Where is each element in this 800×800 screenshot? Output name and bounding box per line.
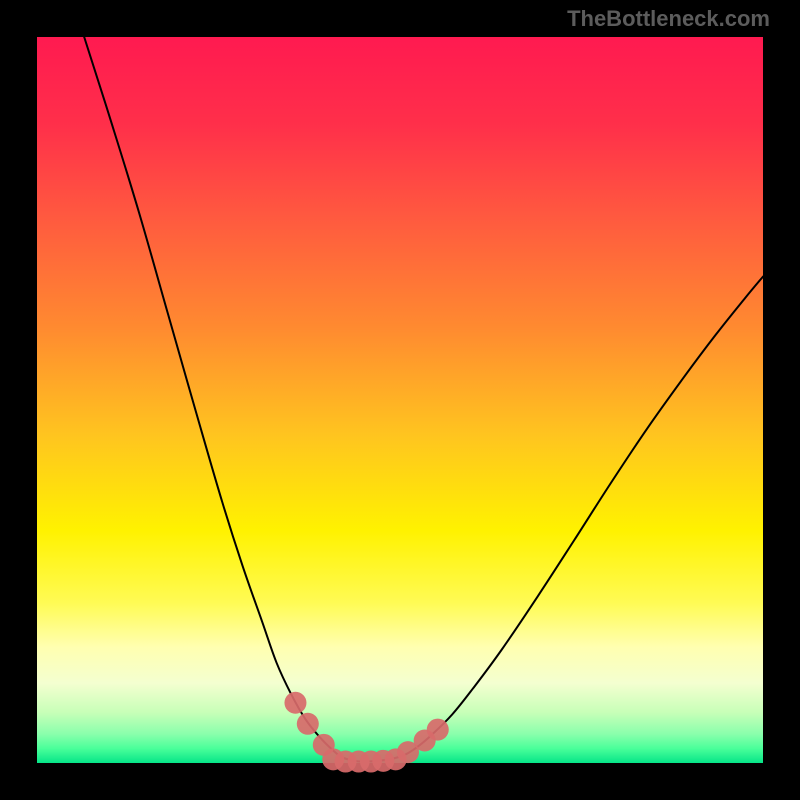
markers-group: [284, 692, 448, 773]
marker-point: [297, 713, 319, 735]
chart-svg-overlay: [0, 0, 800, 800]
marker-point: [427, 719, 449, 741]
curve-right-branch: [364, 277, 763, 762]
marker-point: [284, 692, 306, 714]
watermark-text: TheBottleneck.com: [567, 6, 770, 32]
curve-left-branch: [84, 37, 364, 762]
chart-stage: TheBottleneck.com: [0, 0, 800, 800]
